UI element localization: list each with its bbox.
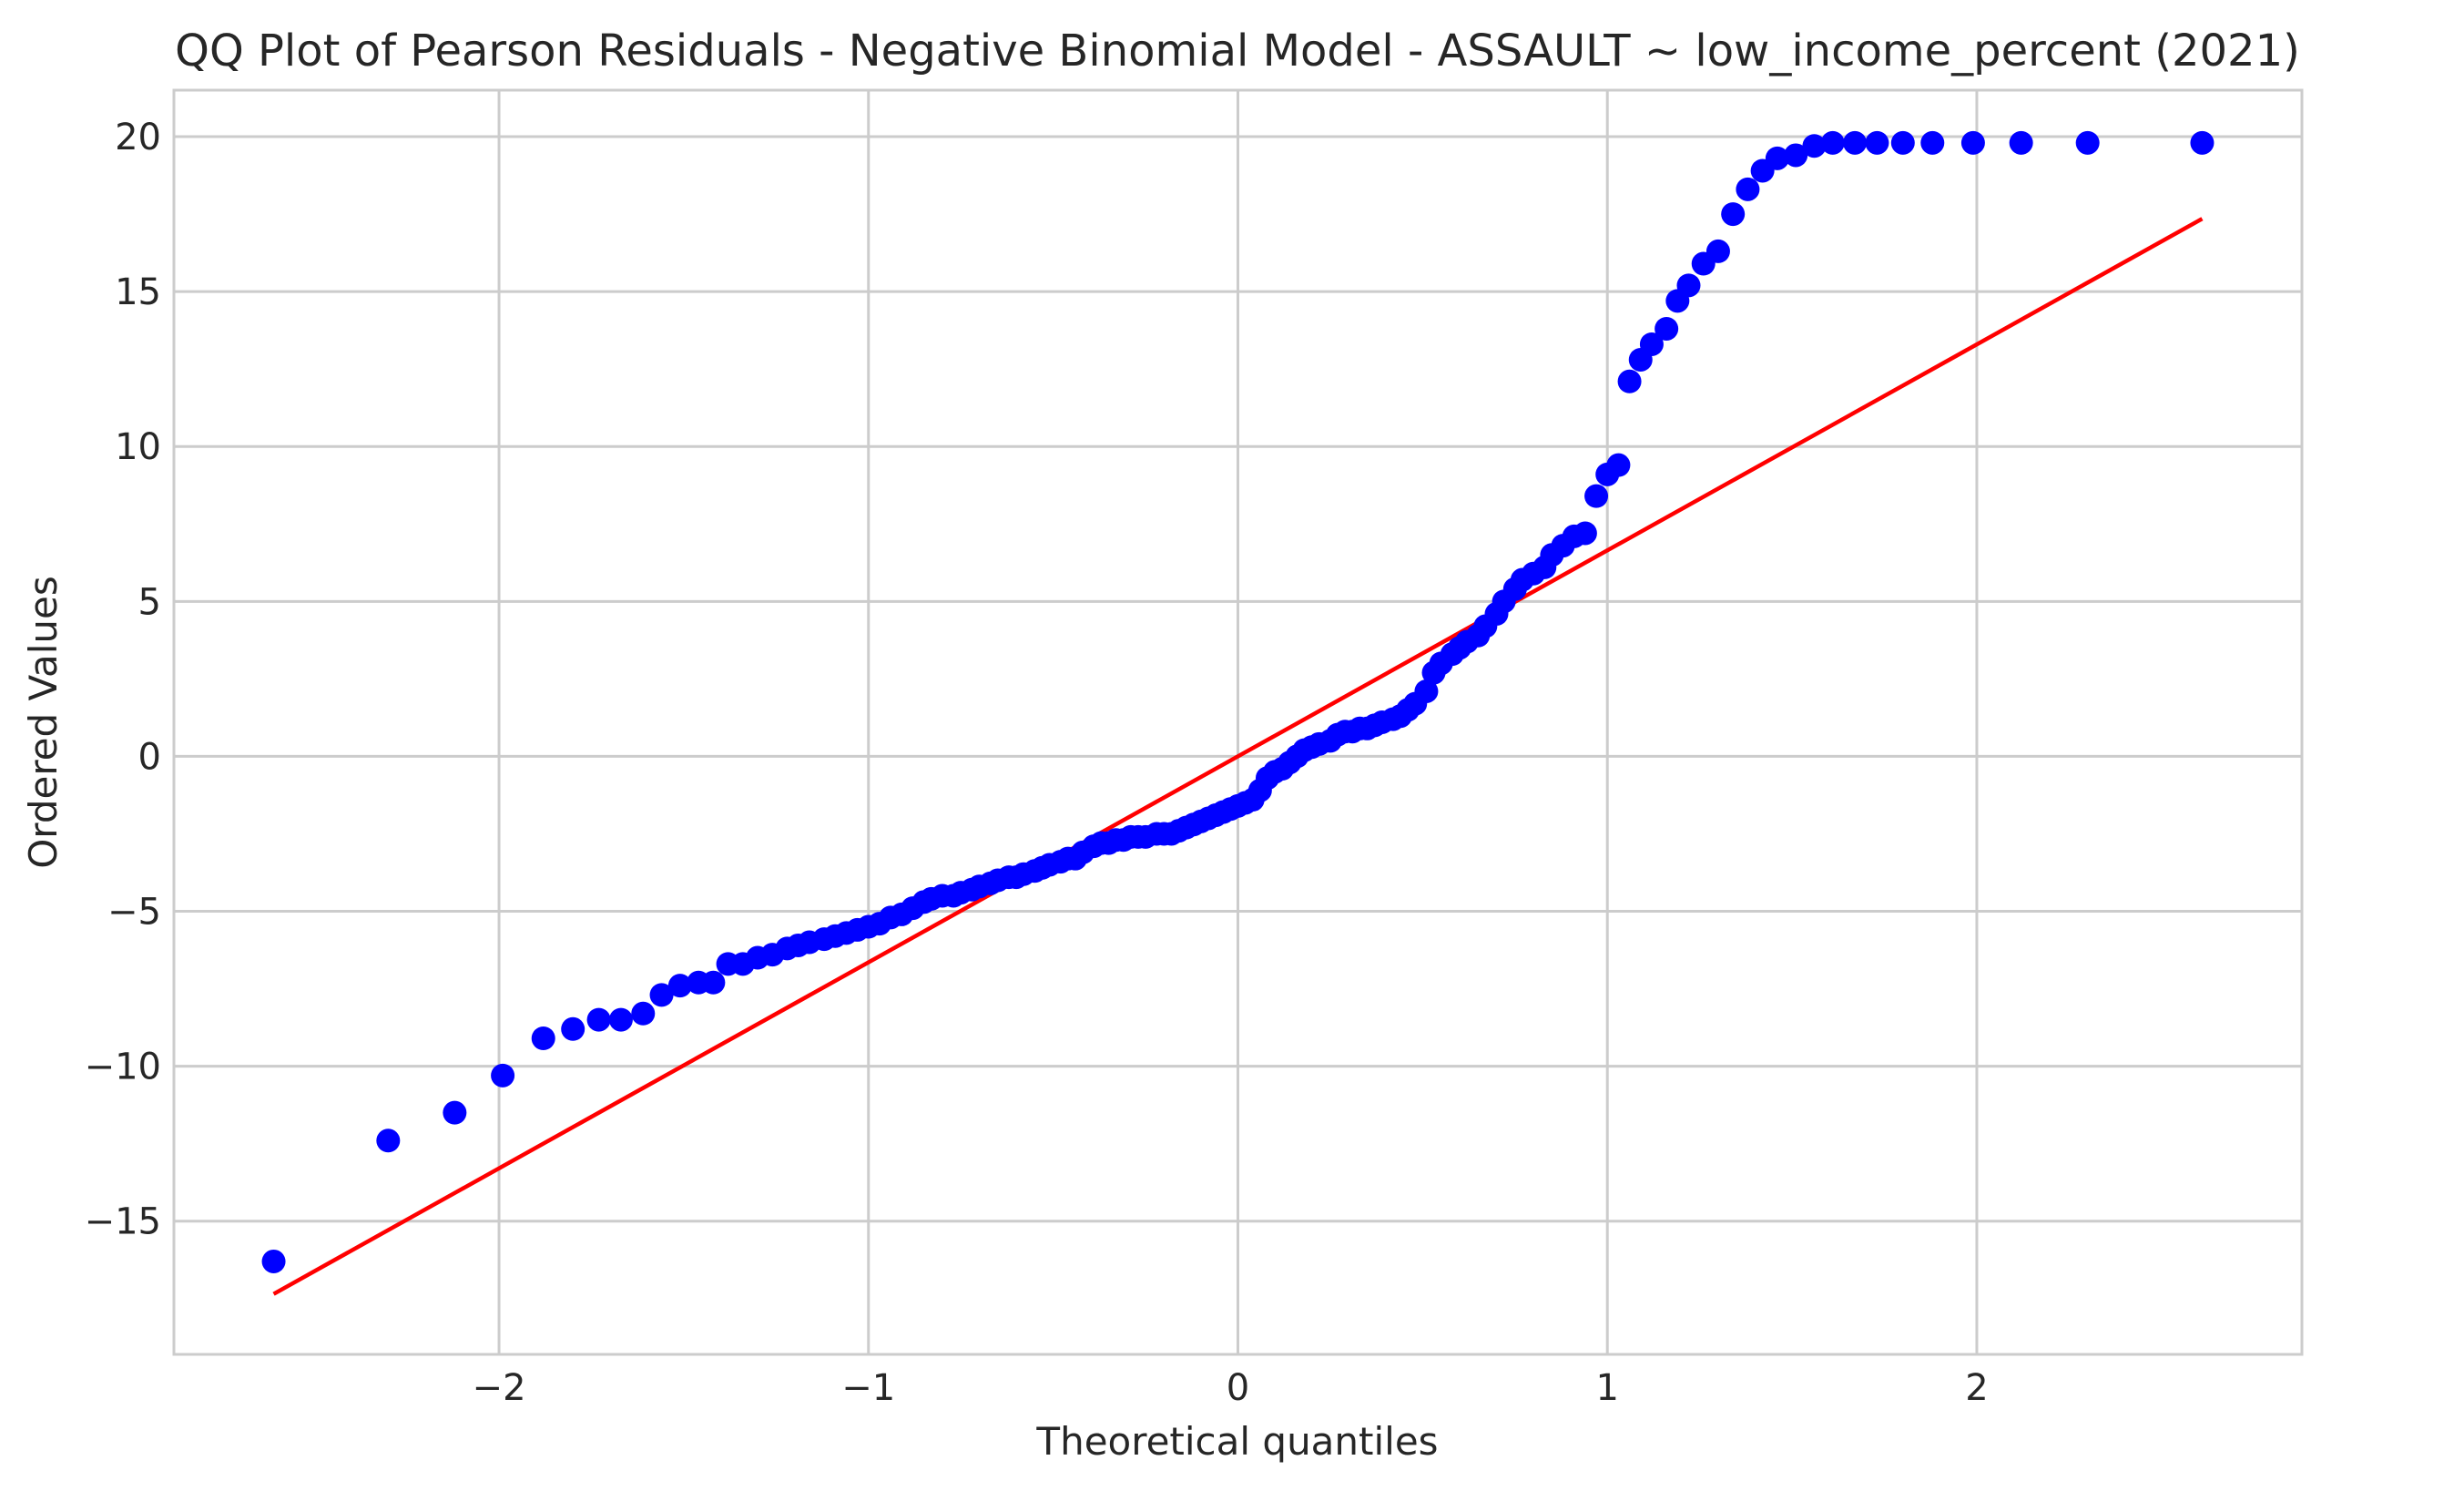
data-point xyxy=(667,974,692,998)
x-tick-labels: −2 −1 0 1 2 xyxy=(473,1367,1989,1409)
data-point xyxy=(1890,130,1915,155)
data-point xyxy=(2075,130,2100,155)
fit-line-layer xyxy=(272,217,2204,1296)
data-point xyxy=(1736,177,1760,201)
y-tick-label: 15 xyxy=(115,271,161,313)
data-point xyxy=(261,1249,286,1273)
y-tick-label: 0 xyxy=(138,736,161,778)
y-tick-label: −5 xyxy=(107,892,161,934)
data-points xyxy=(261,130,2215,1273)
data-point xyxy=(1865,130,1889,155)
x-tick-label: 1 xyxy=(1596,1367,1619,1409)
data-point xyxy=(1802,134,1827,158)
chart-title: QQ Plot of Pearson Residuals - Negative … xyxy=(175,26,2300,77)
data-point xyxy=(1705,239,1730,263)
y-tick-label: 10 xyxy=(115,426,161,468)
data-point xyxy=(1414,679,1439,703)
x-axis-label: Theoretical quantiles xyxy=(1035,1419,1438,1464)
y-tick-label: −10 xyxy=(85,1047,161,1088)
data-point xyxy=(649,983,674,1007)
data-point xyxy=(1843,130,1868,155)
y-tick-label: −15 xyxy=(85,1201,161,1243)
data-point xyxy=(586,1007,611,1032)
data-point xyxy=(1639,332,1664,356)
data-point xyxy=(1617,369,1642,393)
data-point xyxy=(608,1007,633,1032)
data-point xyxy=(1960,130,1985,155)
data-point xyxy=(1920,130,1945,155)
plot-frame xyxy=(172,88,2304,1356)
data-point xyxy=(701,970,726,995)
data-point xyxy=(561,1016,585,1041)
data-point xyxy=(1655,316,1679,341)
x-tick-label: 0 xyxy=(1227,1367,1249,1409)
data-point xyxy=(1721,202,1746,227)
data-point xyxy=(443,1100,467,1125)
y-tick-label: 20 xyxy=(115,117,161,158)
data-point xyxy=(2009,130,2033,155)
data-point xyxy=(1784,143,1808,168)
data-point xyxy=(1584,484,1609,508)
data-point xyxy=(631,1001,656,1026)
data-point xyxy=(1676,273,1701,298)
x-tick-label: −1 xyxy=(841,1367,895,1409)
data-point xyxy=(1765,146,1789,170)
x-tick-label: −2 xyxy=(473,1367,526,1409)
data-point xyxy=(1606,453,1631,477)
data-point xyxy=(2190,130,2215,155)
data-point xyxy=(1820,130,1845,155)
x-tick-label: 2 xyxy=(1965,1367,1988,1409)
y-tick-labels: −15 −10 −5 0 5 10 15 20 xyxy=(85,117,161,1243)
fit-line xyxy=(272,217,2204,1296)
y-tick-label: 5 xyxy=(138,581,161,623)
data-point xyxy=(1573,521,1597,546)
data-point xyxy=(376,1128,401,1153)
data-point xyxy=(531,1026,555,1050)
y-axis-label: Ordered Values xyxy=(21,576,66,869)
data-point xyxy=(491,1063,515,1088)
